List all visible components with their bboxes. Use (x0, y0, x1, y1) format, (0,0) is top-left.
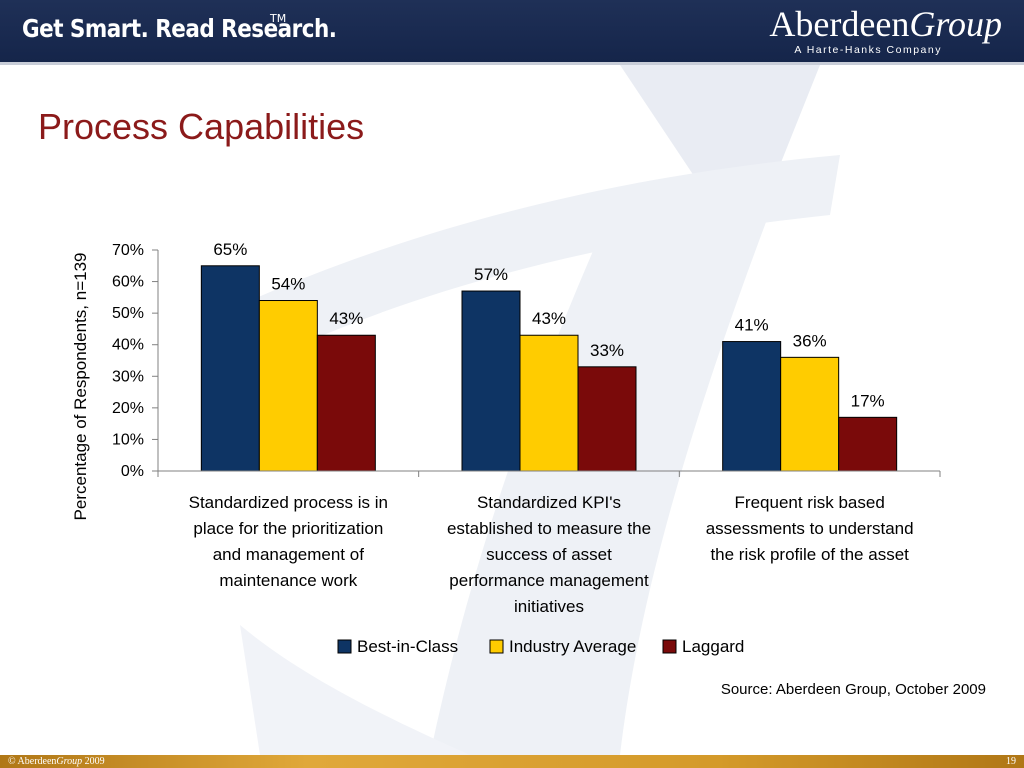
category-label: maintenance work (219, 571, 357, 590)
bar-laggard (316, 334, 376, 472)
footer-copyright-group: Group (56, 756, 83, 767)
category-label: and management of (213, 545, 364, 564)
y-tick-label: 20% (112, 400, 144, 417)
category-label: Standardized KPI's (477, 493, 621, 512)
header-bar: Get Smart. Read Research. TM AberdeenGro… (0, 0, 1024, 62)
data-label: 17% (851, 391, 885, 410)
page-number: 19 (1006, 756, 1016, 767)
data-label: 43% (532, 309, 566, 328)
y-tick-label: 50% (112, 305, 144, 322)
data-label: 41% (735, 316, 769, 335)
trademark-mark: TM (270, 12, 287, 25)
category-label: Frequent risk based (735, 493, 885, 512)
bar-industry-average (780, 356, 840, 472)
y-tick-label: 30% (112, 368, 144, 385)
y-tick-label: 40% (112, 337, 144, 354)
data-label: 65% (213, 240, 247, 259)
data-label: 33% (590, 341, 624, 360)
legend-swatch (337, 639, 352, 654)
category-label: place for the prioritization (193, 519, 383, 538)
bar-industry-average (519, 334, 579, 472)
data-label: 36% (793, 331, 827, 350)
y-tick-label: 10% (112, 431, 144, 448)
tagline: Get Smart. Read Research. (22, 14, 337, 43)
footer-copyright-year: 2009 (82, 756, 105, 767)
logo-group: Group (909, 4, 1002, 44)
header-divider (0, 62, 1024, 65)
footer-copyright: © AberdeenGroup 2009 (8, 755, 105, 768)
category-label: Standardized process is in (189, 493, 388, 512)
bar-industry-average (258, 300, 318, 472)
data-label: 43% (329, 309, 363, 328)
bar-laggard (577, 366, 637, 472)
category-label: performance management (449, 571, 649, 590)
logo-subtitle: A Harte-Hanks Company (794, 44, 942, 56)
legend-label: Industry Average (509, 637, 636, 656)
bar-best-in-class (722, 341, 782, 472)
legend-label: Laggard (682, 637, 744, 656)
y-tick-label: 60% (112, 274, 144, 291)
bar-laggard (838, 416, 898, 472)
legend-swatch (662, 639, 677, 654)
data-label: 54% (271, 275, 305, 294)
y-tick-label: 0% (121, 463, 144, 480)
footer-copyright-prefix: © Aberdeen (8, 756, 57, 767)
data-label: 57% (474, 265, 508, 284)
category-label: success of asset (486, 545, 612, 564)
aberdeen-logo: AberdeenGroup A Harte-Hanks Company (762, 6, 1002, 58)
category-label: assessments to understand (706, 519, 914, 538)
y-tick-label: 70% (112, 242, 144, 259)
bar-best-in-class (200, 265, 260, 472)
category-label: the risk profile of the asset (710, 545, 909, 564)
legend-label: Best-in-Class (357, 637, 458, 656)
y-axis-title: Percentage of Respondents, n=139 (71, 253, 90, 521)
footer-bar: © AberdeenGroup 2009 19 (0, 755, 1024, 768)
category-label: initiatives (514, 597, 584, 616)
legend-swatch (489, 639, 504, 654)
bar-best-in-class (461, 290, 521, 472)
logo-name: Aberdeen (769, 4, 910, 44)
category-label: established to measure the (447, 519, 651, 538)
source-note: Source: Aberdeen Group, October 2009 (720, 681, 986, 698)
slide-title: Process Capabilities (38, 106, 365, 147)
